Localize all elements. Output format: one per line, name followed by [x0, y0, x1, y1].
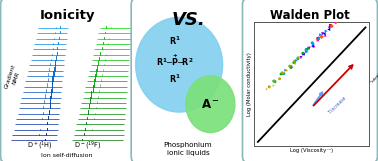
Text: Ion self-diffusion: Ion self-diffusion [41, 153, 93, 158]
Point [321, 32, 327, 35]
Point [327, 27, 333, 29]
Point [335, 19, 341, 22]
Point [315, 38, 321, 40]
Point [347, 7, 353, 9]
Text: Phosphonium
ionic liquids: Phosphonium ionic liquids [164, 142, 212, 156]
Text: D$^+$($^1$H): D$^+$($^1$H) [28, 140, 53, 152]
Point [284, 69, 290, 72]
Point [310, 45, 316, 47]
Point [279, 72, 285, 75]
Point [292, 62, 298, 65]
Point [309, 42, 315, 44]
Point [328, 25, 335, 27]
Point [315, 38, 321, 41]
Point [278, 73, 284, 75]
Point [303, 49, 309, 52]
Point [291, 61, 297, 64]
Point [333, 21, 339, 24]
Point [289, 66, 295, 68]
Point [295, 57, 301, 59]
Text: T increase: T increase [327, 96, 347, 116]
Point [339, 14, 345, 17]
Point [280, 71, 287, 74]
Point [300, 52, 306, 54]
FancyBboxPatch shape [1, 0, 133, 161]
Point [342, 12, 348, 14]
Point [323, 30, 329, 32]
Point [283, 69, 289, 71]
Point [298, 56, 304, 59]
Text: $\mathbf{R^1}$: $\mathbf{R^1}$ [169, 73, 181, 85]
Point [352, 2, 358, 4]
Point [266, 85, 272, 88]
Text: Walden Plot: Walden Plot [270, 9, 350, 23]
Point [338, 18, 344, 21]
Point [295, 57, 301, 60]
Point [263, 88, 270, 90]
Text: $\mathbf{R^1}$: $\mathbf{R^1}$ [169, 35, 181, 47]
Point [310, 43, 316, 45]
Point [287, 65, 293, 67]
Point [272, 80, 278, 83]
Point [303, 49, 309, 51]
Text: $\mathbf{R^1}$─$\mathbf{\overset{+}{P}}$─$\mathbf{R^2}$: $\mathbf{R^1}$─$\mathbf{\overset{+}{P}}$… [156, 52, 194, 68]
Point [328, 24, 334, 27]
Point [344, 9, 350, 12]
Point [304, 51, 310, 53]
Point [277, 77, 283, 80]
Point [288, 65, 294, 68]
Point [336, 15, 342, 18]
Point [319, 36, 325, 38]
Point [332, 20, 338, 23]
Point [293, 59, 299, 62]
Point [306, 47, 312, 49]
Text: VS.: VS. [171, 11, 205, 29]
Text: Ionicity: Ionicity [39, 9, 95, 23]
Point [271, 80, 277, 82]
Point [315, 37, 321, 40]
Point [314, 37, 321, 39]
Point [291, 60, 297, 63]
Text: Gradient
NMR: Gradient NMR [5, 63, 23, 91]
Ellipse shape [186, 76, 235, 133]
Point [300, 53, 306, 55]
Point [336, 17, 342, 20]
Point [277, 77, 283, 80]
Point [347, 5, 353, 8]
Point [270, 84, 276, 87]
Point [326, 28, 332, 31]
Point [281, 72, 287, 75]
Point [267, 86, 273, 89]
FancyBboxPatch shape [243, 0, 377, 161]
Point [288, 66, 294, 69]
X-axis label: Log (Viscosity⁻¹): Log (Viscosity⁻¹) [290, 148, 333, 153]
Point [319, 33, 325, 35]
Point [316, 37, 322, 40]
FancyBboxPatch shape [131, 0, 245, 161]
Point [352, 1, 358, 4]
Point [291, 61, 297, 64]
Point [305, 47, 311, 50]
Point [311, 44, 317, 47]
Ellipse shape [136, 17, 223, 112]
Text: $\mathbf{A^-}$: $\mathbf{A^-}$ [201, 98, 220, 111]
Point [304, 48, 310, 50]
Y-axis label: Log (Molar conductivity): Log (Molar conductivity) [247, 52, 252, 116]
Text: D$^-$($^{19}$F): D$^-$($^{19}$F) [74, 140, 102, 152]
Point [271, 80, 277, 82]
Point [318, 33, 324, 36]
Point [300, 53, 306, 56]
Point [322, 34, 328, 36]
Point [279, 71, 285, 74]
Text: "ideal" KCl line: "ideal" KCl line [369, 58, 378, 85]
